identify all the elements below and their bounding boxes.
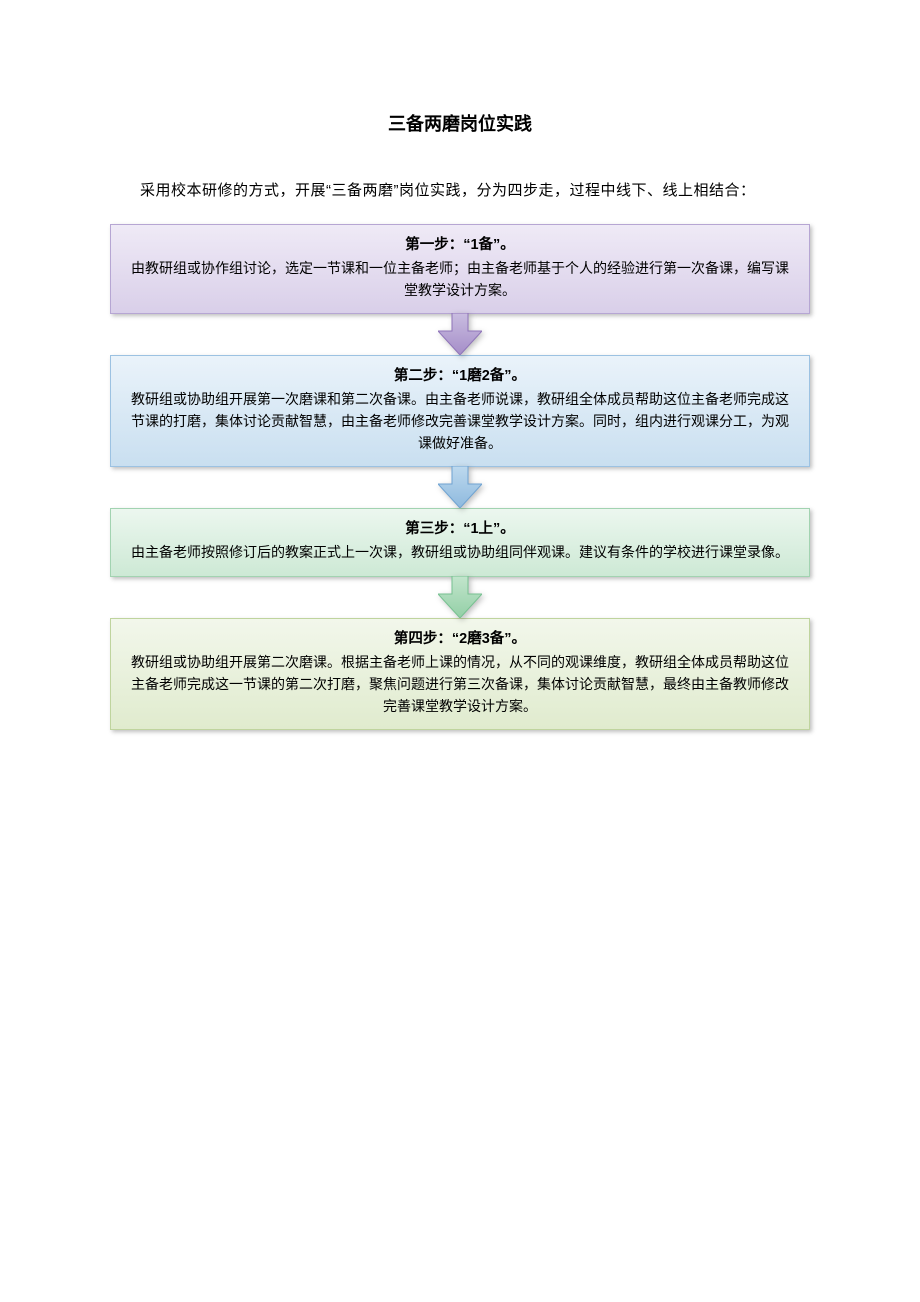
flow-step-4: 第四步：“2磨3备”。教研组或协助组开展第二次磨课。根据主备老师上课的情况，从不… (110, 618, 810, 730)
flow-step-1: 第一步：“1备”。由教研组或协作组讨论，选定一节课和一位主备老师；由主备老师基于… (110, 224, 810, 314)
down-arrow-icon (438, 313, 482, 355)
flow-arrow (110, 576, 810, 618)
flow-step-title: 第三步：“1上”。 (125, 517, 795, 538)
intro-paragraph: 采用校本研修的方式，开展“三备两磨”岗位实践，分为四步走，过程中线下、线上相结合… (110, 176, 810, 206)
flow-step-title: 第一步：“1备”。 (125, 233, 795, 254)
page-title: 三备两磨岗位实践 (110, 110, 810, 136)
flowchart: 第一步：“1备”。由教研组或协作组讨论，选定一节课和一位主备老师；由主备老师基于… (110, 224, 810, 730)
flow-arrow (110, 313, 810, 355)
flow-arrow (110, 466, 810, 508)
flow-step-body: 由主备老师按照修订后的教案正式上一次课，教研组或协助组同伴观课。建议有条件的学校… (125, 542, 795, 564)
flow-step-title: 第二步：“1磨2备”。 (125, 364, 795, 385)
down-arrow-icon (438, 466, 482, 508)
flow-step-2: 第二步：“1磨2备”。教研组或协助组开展第一次磨课和第二次备课。由主备老师说课，… (110, 355, 810, 467)
flow-step-body: 由教研组或协作组讨论，选定一节课和一位主备老师；由主备老师基于个人的经验进行第一… (125, 258, 795, 301)
flow-step-body: 教研组或协助组开展第二次磨课。根据主备老师上课的情况，从不同的观课维度，教研组全… (125, 652, 795, 717)
flow-step-3: 第三步：“1上”。由主备老师按照修订后的教案正式上一次课，教研组或协助组同伴观课… (110, 508, 810, 577)
flow-step-title: 第四步：“2磨3备”。 (125, 627, 795, 648)
flow-step-body: 教研组或协助组开展第一次磨课和第二次备课。由主备老师说课，教研组全体成员帮助这位… (125, 389, 795, 454)
document-page: 三备两磨岗位实践 采用校本研修的方式，开展“三备两磨”岗位实践，分为四步走，过程… (0, 0, 920, 730)
down-arrow-icon (438, 576, 482, 618)
